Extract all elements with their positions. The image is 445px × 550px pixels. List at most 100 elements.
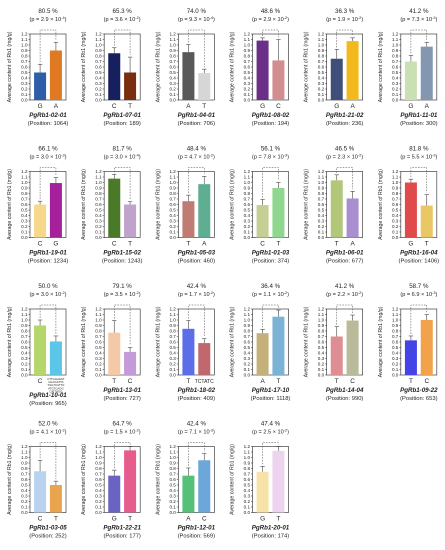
y-tick-label: 1.1 <box>21 312 28 317</box>
y-tick-label: 0.7 <box>318 59 325 64</box>
gene-name: PgRb1-03-05 <box>29 525 67 532</box>
x-tick-label: C <box>112 241 117 248</box>
y-tick-label: 0.4 <box>392 76 399 81</box>
percent-label: 47.4 % <box>261 421 281 428</box>
bar-tctatc <box>198 343 211 375</box>
bar-t <box>198 73 211 100</box>
bar-t <box>330 180 343 238</box>
gene-name: PgRb1-14-04 <box>326 387 364 394</box>
y-tick-label: 0.2 <box>95 224 102 229</box>
p-value-base: (p = 3.0 × 10 <box>104 155 136 161</box>
y-tick-label: 0.7 <box>21 59 28 64</box>
panel-pgrb1-06-01: Average content of Rb1 (mg/g) 0.00.10.20.… <box>304 146 364 265</box>
y-tick-label: 0.7 <box>244 59 251 64</box>
y-tick-label: 0.4 <box>21 488 28 493</box>
y-tick-label: 0.3 <box>244 494 251 499</box>
p-value-base: (p = 2.3 × 10 <box>326 155 358 161</box>
y-tick-label: 1.0 <box>318 43 325 48</box>
y-axis-label: Average content of Rb1 (mg/g) <box>81 444 87 515</box>
p-value-label: (p = 7.8 × 10-3) <box>252 154 289 161</box>
y-tick-label: 1.2 <box>21 444 28 449</box>
p-value-base: (p = 6.9 × 10 <box>400 292 432 298</box>
y-tick-label: 0.4 <box>244 488 251 493</box>
percent-label: 48.6 % <box>261 8 281 15</box>
y-tick-label: 0.3 <box>95 219 102 224</box>
y-tick-label: 0.6 <box>392 65 399 70</box>
p-value-close: ) <box>435 155 437 161</box>
y-tick-label: 1.2 <box>95 444 102 449</box>
x-tick-label: A <box>350 241 355 248</box>
significance-bracket <box>39 167 57 200</box>
bar-t <box>330 336 343 375</box>
y-tick-label: 1.1 <box>392 312 399 317</box>
y-tick-label: 0.7 <box>392 197 399 202</box>
y-tick-label: 0.4 <box>392 213 399 218</box>
bar-a <box>256 333 269 375</box>
position-label: (Position: 300) <box>400 121 437 127</box>
p-value-exponent: -2 <box>210 291 213 295</box>
y-tick-label: 0.3 <box>392 81 399 86</box>
p-value-exponent: -4 <box>135 154 138 158</box>
y-tick-label: 0.1 <box>392 230 399 235</box>
y-tick-label: 0.6 <box>95 340 102 345</box>
y-tick-label: 1.1 <box>318 175 325 180</box>
y-tick-label: 0.4 <box>244 76 251 81</box>
y-tick-label: 0.1 <box>318 367 325 372</box>
y-tick-label: 0.2 <box>169 224 176 229</box>
panel-pgrb1-16-04: Average content of Rb1 (mg/g) 0.00.10.20.… <box>378 146 439 265</box>
x-tick-label: T <box>425 241 429 248</box>
y-tick-label: 1.0 <box>318 180 325 185</box>
y-tick-label: 1.0 <box>169 318 176 323</box>
y-tick-label: 1.1 <box>95 450 102 455</box>
x-tick-label: C <box>260 241 265 248</box>
p-value-label: (p = 3.6 × 10-2) <box>104 16 141 23</box>
bar-g <box>256 40 269 100</box>
percent-label: 42.4 % <box>187 421 207 428</box>
y-tick-label: 0.1 <box>392 92 399 97</box>
p-value-exponent: -3 <box>432 154 435 158</box>
significance-bracket <box>262 167 279 198</box>
significance-bracket <box>410 29 428 54</box>
y-tick-label: 1.0 <box>244 318 251 323</box>
y-tick-label: 0.3 <box>318 356 325 361</box>
y-tick-label: 0.2 <box>21 499 28 504</box>
y-tick-label: 0.3 <box>244 356 251 361</box>
x-tick-label: T <box>276 378 280 385</box>
p-value-exponent: -2 <box>61 429 64 433</box>
y-axis-label: Average content of Rb1 (mg/g) <box>81 31 87 102</box>
p-value-base: (p = 2.5 × 10 <box>252 430 284 436</box>
y-tick-label: 0.8 <box>244 191 251 196</box>
bar-a <box>49 50 62 100</box>
x-tick-label: C <box>38 516 43 523</box>
y-tick-label: 0.3 <box>21 356 28 361</box>
y-tick-label: 1.2 <box>169 169 176 174</box>
panel-pgrb1-07-01: Average content of Rb1 (mg/g) 0.00.10.20.… <box>81 8 141 127</box>
percent-label: 81.7 % <box>113 146 133 153</box>
y-tick-label: 0.7 <box>318 197 325 202</box>
p-value-exponent: -2 <box>358 154 361 158</box>
p-value-label: (p = 2.3 × 10-2) <box>326 154 363 161</box>
y-tick-label: 0.3 <box>95 494 102 499</box>
y-tick-label: 1.0 <box>95 180 102 185</box>
y-tick-label: 0.2 <box>169 87 176 92</box>
bar-c <box>272 60 285 100</box>
y-tick-label: 0.6 <box>169 202 176 207</box>
y-axis-label: Average content of Rb1 (mg/g) <box>304 306 310 377</box>
y-axis-label: Average content of Rb1 (mg/g) <box>7 169 13 240</box>
y-tick-label: 1.1 <box>318 37 325 42</box>
x-tick-label: C <box>276 103 281 110</box>
y-tick-label: 0.0 <box>95 98 102 103</box>
y-tick-label: 0.8 <box>244 466 251 471</box>
y-tick-label: 0.2 <box>318 362 325 367</box>
gene-name: PgRb1-04-01 <box>178 112 216 119</box>
y-tick-label: 0.9 <box>21 186 28 191</box>
y-tick-label: 0.8 <box>318 191 325 196</box>
y-tick-label: 0.1 <box>169 505 176 510</box>
y-tick-label: 0.3 <box>21 494 28 499</box>
panel-pgrb1-12-01: Average content of Rb1 (mg/g) 0.00.10.20.… <box>155 421 215 540</box>
y-tick-label: 0.7 <box>169 197 176 202</box>
bar-t <box>124 450 137 513</box>
p-value-base: (p = 3.6 × 10 <box>104 17 136 23</box>
bar-a <box>182 52 195 100</box>
y-tick-label: 1.2 <box>318 32 325 37</box>
